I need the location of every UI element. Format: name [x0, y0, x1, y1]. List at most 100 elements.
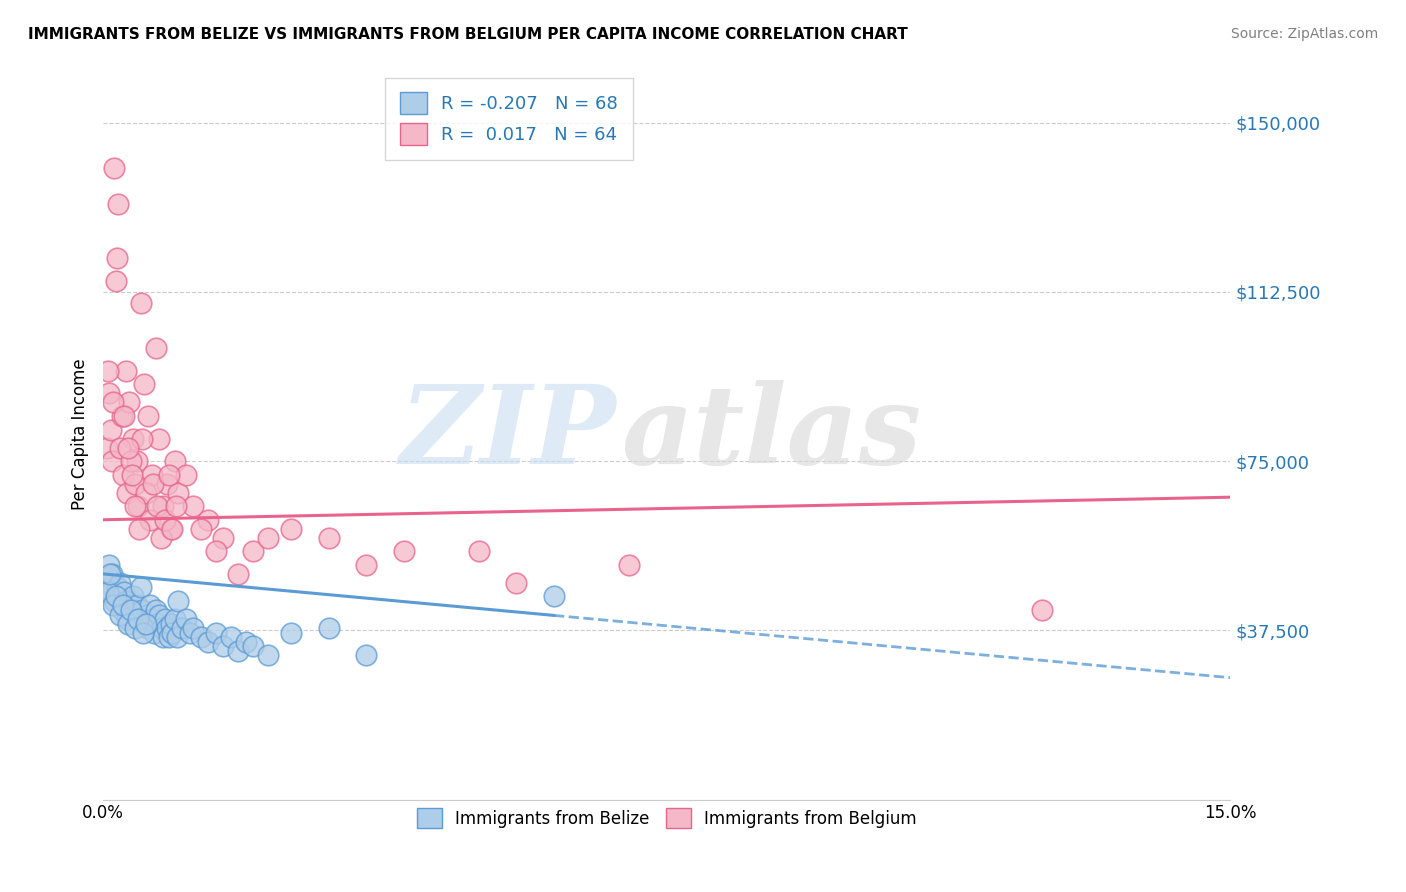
Point	[162, 522, 184, 536]
Point	[98, 566, 121, 581]
Point	[146, 616, 169, 631]
Point	[197, 513, 219, 527]
Point	[138, 599, 160, 613]
Point	[98, 558, 121, 572]
Point	[257, 648, 280, 662]
Point	[96, 576, 118, 591]
Point	[163, 454, 186, 468]
Point	[135, 607, 157, 622]
Point	[136, 621, 159, 635]
Point	[257, 531, 280, 545]
Point	[131, 432, 153, 446]
Point	[205, 625, 228, 640]
Point	[159, 522, 181, 536]
Point	[124, 476, 146, 491]
Point	[156, 621, 179, 635]
Text: atlas: atlas	[621, 380, 922, 488]
Point	[145, 603, 167, 617]
Point	[97, 364, 120, 378]
Point	[153, 513, 176, 527]
Point	[117, 441, 139, 455]
Point	[121, 467, 143, 482]
Point	[165, 500, 187, 514]
Point	[181, 621, 204, 635]
Point	[157, 630, 180, 644]
Point	[163, 612, 186, 626]
Point	[280, 625, 302, 640]
Point	[96, 441, 118, 455]
Point	[131, 603, 153, 617]
Point	[100, 423, 122, 437]
Point	[148, 607, 170, 622]
Point	[120, 454, 142, 468]
Point	[318, 531, 340, 545]
Point	[118, 395, 141, 409]
Point	[197, 634, 219, 648]
Point	[97, 585, 120, 599]
Point	[167, 594, 190, 608]
Point	[105, 581, 128, 595]
Point	[98, 386, 121, 401]
Point	[617, 558, 640, 572]
Point	[392, 544, 415, 558]
Point	[174, 467, 197, 482]
Point	[104, 590, 127, 604]
Point	[112, 585, 135, 599]
Point	[505, 576, 527, 591]
Point	[105, 251, 128, 265]
Point	[145, 341, 167, 355]
Point	[280, 522, 302, 536]
Point	[115, 612, 138, 626]
Point	[127, 612, 149, 626]
Point	[166, 630, 188, 644]
Point	[129, 581, 152, 595]
Legend: Immigrants from Belize, Immigrants from Belgium: Immigrants from Belize, Immigrants from …	[411, 801, 924, 835]
Point	[115, 485, 138, 500]
Point	[174, 612, 197, 626]
Point	[205, 544, 228, 558]
Point	[143, 625, 166, 640]
Point	[212, 531, 235, 545]
Point	[111, 409, 134, 423]
Text: ZIP: ZIP	[399, 380, 616, 488]
Point	[157, 467, 180, 482]
Point	[112, 409, 135, 423]
Point	[190, 522, 212, 536]
Point	[354, 648, 377, 662]
Point	[104, 274, 127, 288]
Point	[156, 476, 179, 491]
Point	[125, 454, 148, 468]
Y-axis label: Per Capita Income: Per Capita Income	[72, 359, 89, 510]
Point	[100, 585, 122, 599]
Point	[219, 630, 242, 644]
Point	[135, 485, 157, 500]
Point	[107, 590, 129, 604]
Point	[228, 566, 250, 581]
Point	[138, 513, 160, 527]
Point	[124, 500, 146, 514]
Point	[128, 522, 150, 536]
Point	[114, 364, 136, 378]
Point	[162, 625, 184, 640]
Point	[135, 616, 157, 631]
Point	[128, 612, 150, 626]
Point	[212, 639, 235, 653]
Point	[103, 594, 125, 608]
Point	[129, 296, 152, 310]
Point	[152, 630, 174, 644]
Point	[1031, 603, 1053, 617]
Point	[125, 599, 148, 613]
Point	[122, 432, 145, 446]
Point	[468, 544, 491, 558]
Point	[134, 377, 156, 392]
Point	[127, 500, 149, 514]
Point	[318, 621, 340, 635]
Point	[181, 500, 204, 514]
Point	[134, 616, 156, 631]
Point	[228, 643, 250, 657]
Point	[124, 621, 146, 635]
Point	[122, 590, 145, 604]
Point	[146, 500, 169, 514]
Point	[354, 558, 377, 572]
Point	[150, 531, 173, 545]
